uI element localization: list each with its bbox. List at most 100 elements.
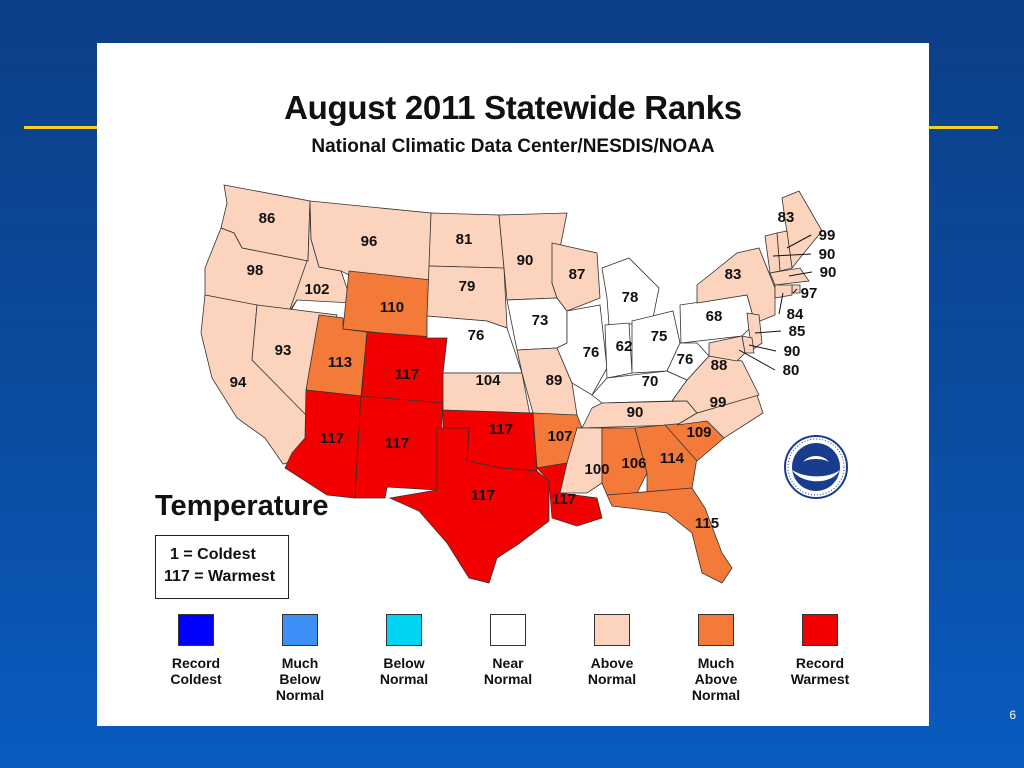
- leader-line-md: [738, 349, 776, 371]
- rank-label-va: 88: [711, 357, 728, 374]
- rank-label-ca: 94: [230, 374, 247, 391]
- rank-label-in: 62: [616, 338, 633, 355]
- rank-label-mi: 78: [622, 289, 639, 306]
- rank-label-ks: 104: [475, 372, 501, 389]
- state-tx: [388, 427, 550, 584]
- leader-line-nh: [786, 234, 812, 249]
- leader-line-ct: [778, 292, 784, 315]
- rank-label-il: 76: [583, 344, 600, 361]
- page-number: 6: [1009, 708, 1016, 722]
- map-subtitle: National Climatic Data Center/NESDIS/NOA…: [311, 136, 715, 157]
- rank-label-pa: 68: [706, 308, 723, 325]
- state-ky: [591, 370, 688, 404]
- state-ny: [696, 247, 776, 324]
- rank-label-ia: 73: [532, 312, 549, 329]
- state-ri: [791, 284, 801, 294]
- scale-note-box: 1 = Coldest 117 = Warmest: [155, 535, 289, 599]
- rank-label-ct: 84: [787, 306, 804, 323]
- state-vt: [764, 232, 781, 274]
- rank-label-sc: 109: [686, 424, 711, 441]
- legend-item-record-warmest: Record Warmest: [765, 614, 875, 687]
- rank-label-az: 117: [320, 430, 344, 447]
- scale-note-warmest: 117 = Warmest: [164, 568, 276, 585]
- rank-label-ms: 100: [584, 461, 609, 478]
- legend-swatch: [386, 614, 422, 646]
- rank-label-ny: 83: [725, 266, 742, 283]
- legend-item-much-below-normal: Much Below Normal: [245, 614, 355, 703]
- legend-label: Record Coldest: [170, 655, 222, 687]
- rank-label-mt: 96: [361, 233, 378, 250]
- rank-label-ma: 90: [820, 264, 837, 281]
- rank-label-id: 102: [304, 281, 329, 298]
- legend-label: Much Above Normal: [691, 655, 741, 703]
- title-rule-left: [24, 126, 98, 129]
- scale-note-coldest: 1 = Coldest: [170, 546, 256, 563]
- rank-label-wv: 76: [677, 351, 694, 368]
- legend-label: Above Normal: [587, 655, 637, 687]
- leader-line-nj: [754, 330, 782, 334]
- leader-line-vt: [772, 253, 812, 257]
- rank-label-ky: 70: [642, 373, 659, 390]
- legend-heading: Temperature: [155, 490, 329, 522]
- legend-item-record-coldest: Record Coldest: [141, 614, 251, 687]
- legend-item-below-normal: Below Normal: [349, 614, 459, 687]
- rank-label-wi: 87: [569, 266, 586, 283]
- legend-label: Below Normal: [379, 655, 429, 687]
- rank-label-ne: 76: [468, 327, 485, 344]
- state-md: [708, 335, 746, 362]
- rank-label-nj: 85: [789, 323, 806, 340]
- rank-label-ga: 114: [660, 450, 685, 467]
- legend-swatch: [594, 614, 630, 646]
- rank-label-ut: 113: [328, 354, 352, 371]
- rank-label-ri: 97: [801, 285, 818, 302]
- rank-label-nh: 99: [819, 227, 836, 244]
- rank-label-fl: 115: [695, 515, 719, 532]
- state-il: [556, 304, 608, 396]
- state-fl: [606, 487, 733, 584]
- noaa-logo: [784, 435, 848, 499]
- rank-label-tn: 90: [627, 404, 644, 421]
- rank-label-nc: 99: [710, 394, 727, 411]
- rank-label-wy: 110: [380, 299, 404, 316]
- legend-swatch: [282, 614, 318, 646]
- legend-swatch: [698, 614, 734, 646]
- state-wv: [666, 342, 710, 381]
- leader-line-de: [748, 344, 777, 352]
- rank-label-nm: 117: [385, 435, 409, 452]
- legend-label: Near Normal: [483, 655, 533, 687]
- state-ma: [769, 267, 810, 286]
- leader-line-ri: [792, 288, 798, 294]
- rank-label-oh: 75: [651, 328, 668, 345]
- map-title: August 2011 Statewide Ranks: [284, 89, 742, 126]
- rank-label-vt: 90: [819, 246, 836, 263]
- rank-label-mo: 89: [546, 372, 563, 389]
- legend-item-much-above-normal: Much Above Normal: [661, 614, 771, 703]
- legend-item-above-normal: Above Normal: [557, 614, 667, 687]
- legend-swatch: [490, 614, 526, 646]
- rank-label-ar: 107: [547, 428, 572, 445]
- legend-swatch: [178, 614, 214, 646]
- legend-label: Much Below Normal: [275, 655, 325, 703]
- rank-label-or: 98: [247, 262, 264, 279]
- rank-label-co: 117: [395, 366, 419, 383]
- rank-label-ok: 117: [489, 421, 513, 438]
- rank-label-me: 83: [778, 209, 795, 226]
- rank-label-wa: 86: [259, 210, 276, 227]
- rank-label-al: 106: [621, 455, 646, 472]
- legend-swatch: [802, 614, 838, 646]
- legend-label: Record Warmest: [790, 655, 850, 687]
- rank-label-la: 117: [552, 491, 576, 508]
- rank-label-sd: 79: [459, 278, 476, 295]
- rank-label-tx: 117: [471, 487, 495, 504]
- choropleth-map: 86 98 94 102 93 96 110 113 117 117 117 81 79 76 104 117…: [200, 184, 837, 584]
- legend-item-near-normal: Near Normal: [453, 614, 563, 687]
- leader-line-ma: [788, 271, 813, 277]
- rank-label-mn: 90: [517, 252, 534, 269]
- title-rule-right: [928, 126, 998, 129]
- rank-label-md: 80: [783, 362, 800, 379]
- rank-label-nd: 81: [456, 231, 473, 248]
- rank-label-de: 90: [784, 343, 801, 360]
- map-panel: 86 98 94 102 93 96 110 113 117 117 117 81 79 76 104 117…: [97, 43, 929, 726]
- rank-label-nv: 93: [275, 342, 292, 359]
- state-ct: [774, 284, 793, 299]
